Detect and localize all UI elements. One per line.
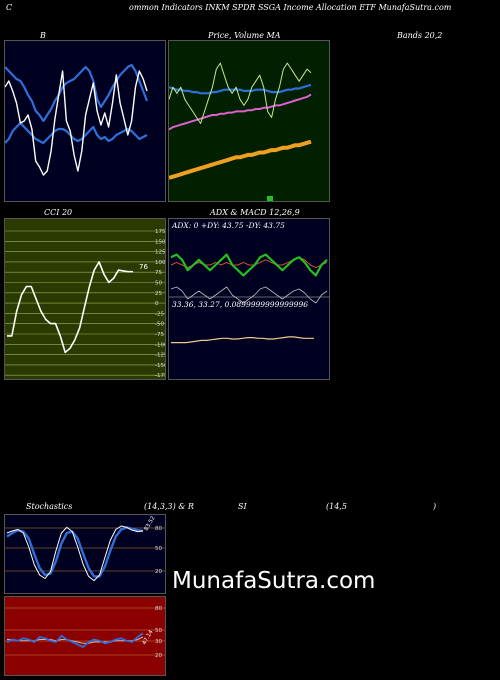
price-panel <box>168 40 330 202</box>
stoch-d-line <box>6 526 144 578</box>
cci-tick-label: 150 <box>155 239 165 245</box>
label-stochastics: Stochastics <box>26 502 73 511</box>
cci-tick-label: 0 <box>155 301 159 307</box>
cci-tick-label: 100 <box>155 260 165 266</box>
bollinger-chart <box>5 63 149 176</box>
cci-last-value: 76 <box>139 263 148 271</box>
cci-tick-label: 50 <box>155 281 162 287</box>
price-chart <box>169 62 312 201</box>
stoch-tick-label: 50 <box>155 546 162 552</box>
rsi-line <box>6 632 144 648</box>
adx-plus-di-line <box>170 253 328 277</box>
rsi-last-value: 47.14 <box>142 629 155 646</box>
macd-readout: 33.36, 33.27, 0.0899999999999996 <box>172 300 308 309</box>
adx-readout: ADX: 0 +DY: 43.75 -DY: 43.75 <box>172 221 285 230</box>
adx-macd-chart <box>169 253 329 344</box>
stoch-tick-label: 80 <box>155 526 162 532</box>
bb-lower-band <box>5 121 148 145</box>
header-c-letter: C <box>6 3 13 12</box>
cci-tick-label: 75 <box>155 270 162 276</box>
macd-line <box>171 336 314 344</box>
label-price-ma: Price, Volume MA <box>208 31 281 40</box>
volume-bar <box>267 196 273 201</box>
ma-fast-line <box>169 83 312 95</box>
label-close-paren: ) <box>433 502 437 511</box>
adx-macd-panel: ADX: 0 +DY: 43.75 -DY: 43.75 33.36, 33.2… <box>168 218 330 380</box>
ma-mid-line <box>169 93 312 131</box>
label-adx-macd: ADX & MACD 12,26,9 <box>210 208 300 217</box>
rsi-tick-label: 50 <box>155 628 162 634</box>
cci-tick-label: -175 <box>155 373 165 379</box>
cci-tick-label: 175 <box>155 229 165 235</box>
cci-tick-label: 25 <box>155 291 162 297</box>
cci-tick-label: -50 <box>155 322 164 328</box>
rsi-chart: 80 50 30 20 47.14 <box>5 606 165 659</box>
ma-slow-line <box>169 139 312 180</box>
label-bollinger: B <box>40 31 46 40</box>
rsi-tick-label: 20 <box>155 653 162 659</box>
stoch-k-line <box>6 525 144 582</box>
label-cci: CCI 20 <box>44 208 73 217</box>
cci-tick-label: -100 <box>155 342 165 348</box>
price-line <box>169 62 312 124</box>
label-bands: Bands 20,2 <box>397 31 443 40</box>
cci-panel: 175 150 125 100 75 50 25 0 -25 -50 -75 -100 -125 -150… <box>4 218 166 380</box>
rsi-tick-label: 30 <box>155 639 162 645</box>
cci-tick-label: -25 <box>155 311 164 317</box>
bb-upper-band <box>5 63 149 123</box>
rsi-tick-label: 80 <box>155 606 162 612</box>
cci-line <box>7 261 133 354</box>
cci-tick-label: -125 <box>155 353 165 359</box>
cci-chart: 175 150 125 100 75 50 25 0 -25 -50 -75 -100 -125 -150… <box>5 229 165 379</box>
adx-line <box>170 286 328 304</box>
bb-price-line <box>5 70 148 176</box>
bollinger-panel <box>4 40 166 202</box>
watermark: MunafaSutra.com <box>172 568 376 594</box>
stoch-tick-label: 20 <box>155 569 162 575</box>
cci-tick-label: -75 <box>155 332 164 338</box>
label-rsi-params: (14,5 <box>326 502 347 511</box>
cci-tick-label: -150 <box>155 363 165 369</box>
label-si: SI <box>238 502 247 511</box>
stochastics-panel: 80 50 20 83.52 <box>4 514 166 594</box>
rsi-panel: 80 50 30 20 47.14 <box>4 596 166 676</box>
cci-tick-label: 125 <box>155 250 165 256</box>
header-title: ommon Indicators INKM SPDR SSGA Income A… <box>129 3 452 12</box>
label-stoch-params: (14,3,3) & R <box>144 502 194 511</box>
